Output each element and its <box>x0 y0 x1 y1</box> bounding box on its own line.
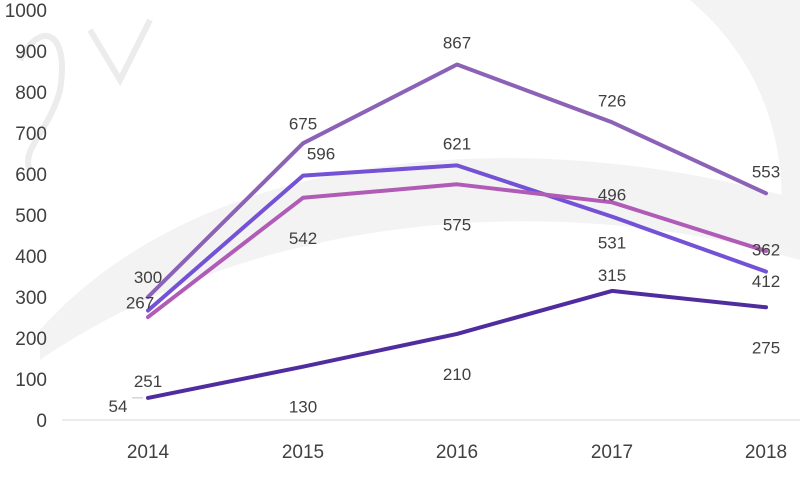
data-label: 267 <box>126 294 154 313</box>
x-tick-label: 2016 <box>436 442 478 463</box>
data-label: 496 <box>598 186 626 205</box>
data-label: 130 <box>289 398 317 417</box>
data-label: 412 <box>752 272 780 291</box>
data-label: 362 <box>752 241 780 260</box>
data-label: 275 <box>752 338 780 357</box>
axes: 0 100 200 300 400 500 600 700 800 900 1000 2014 2015… <box>5 1 800 463</box>
y-tick-label: 800 <box>15 83 47 104</box>
y-tick-label: 300 <box>15 288 47 309</box>
series-line-4 <box>146 288 768 400</box>
y-tick-label: 400 <box>15 247 47 268</box>
y-tick-label: 100 <box>15 370 47 391</box>
data-label: 300 <box>134 268 162 287</box>
series-line-1 <box>146 62 768 299</box>
data-label: 251 <box>134 372 162 391</box>
x-tick-label: 2015 <box>282 442 324 463</box>
y-tick-label: 0 <box>36 411 47 432</box>
y-tick-label: 600 <box>15 165 47 186</box>
y-tick-label: 500 <box>15 206 47 227</box>
series-lines <box>146 62 768 400</box>
x-tick-label: 2018 <box>745 442 787 463</box>
data-label: 210 <box>443 365 471 384</box>
data-labels: 300 675 867 726 553 267 596 621 496 362 251 542 575 5… <box>109 34 781 417</box>
data-label: 315 <box>598 266 626 285</box>
data-label: 542 <box>289 229 317 248</box>
x-tick-label: 2014 <box>127 442 170 463</box>
data-label: 596 <box>307 145 335 164</box>
data-label: 867 <box>443 34 471 53</box>
series-line-3 <box>146 182 768 320</box>
y-tick-label: 200 <box>15 329 47 350</box>
x-tick-label: 2017 <box>591 442 633 463</box>
y-tick-label: 900 <box>15 42 47 63</box>
data-label: 726 <box>598 91 626 110</box>
data-label: 553 <box>752 162 780 181</box>
data-label: 54 <box>109 397 128 416</box>
y-tick-label: 700 <box>15 124 47 145</box>
data-label: 675 <box>289 114 317 133</box>
y-tick-label: 1000 <box>5 1 47 22</box>
watermark-background <box>17 0 800 360</box>
series-line-2 <box>146 163 768 313</box>
data-label: 531 <box>598 233 626 252</box>
data-label: 575 <box>443 215 471 234</box>
data-label: 621 <box>443 134 471 153</box>
